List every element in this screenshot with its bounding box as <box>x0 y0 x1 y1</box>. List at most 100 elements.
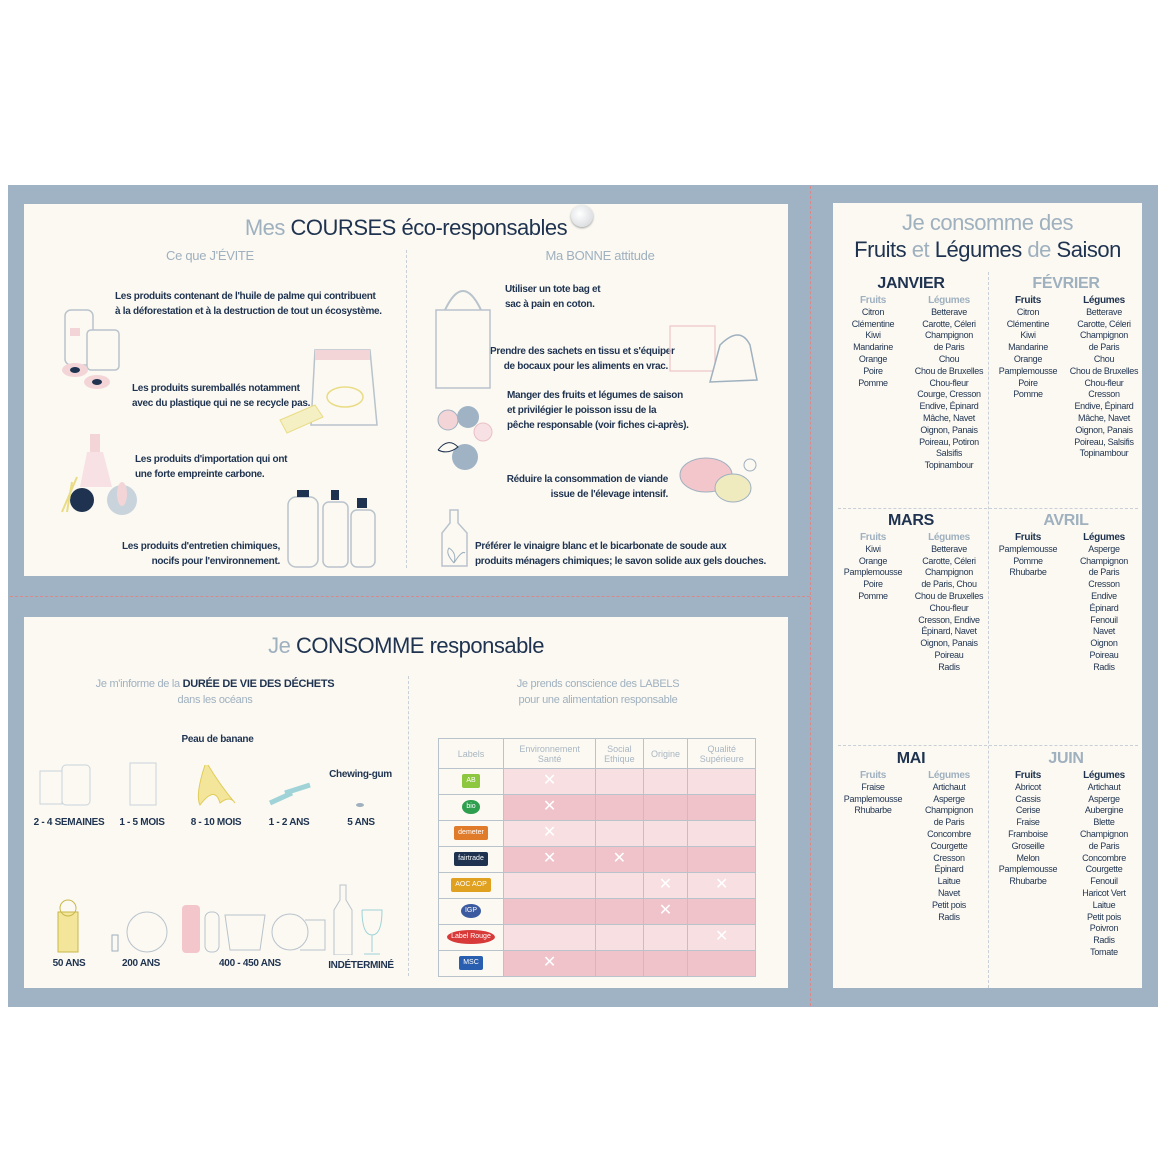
month-name: JUIN <box>1048 750 1084 767</box>
table-header: Social Ethique <box>595 738 644 769</box>
table-row: Label Rouge ✕ <box>438 924 756 951</box>
fruits-item: Clémentine <box>851 318 895 329</box>
fruits-item: Groseille <box>1011 840 1045 851</box>
legumes-item: de Paris <box>933 817 965 828</box>
fruits-item: Pamplemousse <box>998 365 1058 376</box>
empty-cell <box>502 924 597 951</box>
legumes-item: Asperge <box>933 793 965 804</box>
labels-table: Labels Environnement Santé Social Ethique O… <box>438 738 756 977</box>
check-mark-cell: ✕ <box>687 924 756 951</box>
fruits-item: Melon <box>1016 852 1040 863</box>
month-name: JANVIER <box>877 275 945 292</box>
consomme-title: Je CONSOMME responsable <box>24 633 788 659</box>
legumes-item: Radis <box>1093 935 1115 946</box>
fruits-list: Fruits Abricot Cassis Cerise Fraise Framboise… <box>990 770 1066 959</box>
fruits-item: Mandarine <box>853 342 893 353</box>
fruits-item: Citron <box>861 306 885 317</box>
fruits-header: Fruits <box>860 532 886 543</box>
title-part: Fruits <box>854 237 907 262</box>
legumes-item: Fenouil <box>1090 876 1118 887</box>
legumes-item: Asperge <box>1088 543 1120 554</box>
fruits-header: Fruits <box>1015 770 1041 781</box>
fruits-item: Kiwi <box>865 330 881 341</box>
fruits-item: Pomme <box>858 590 888 601</box>
duration-label: 400 - 450 ANS <box>219 958 281 969</box>
label-logo: IGP <box>438 898 504 925</box>
label-logo-badge: Label Rouge <box>447 929 495 944</box>
fruits-item: Kiwi <box>865 543 881 554</box>
duration-label: 5 ANS <box>347 817 375 828</box>
check-mark-cell: ✕ <box>642 872 689 899</box>
empty-cell <box>687 950 756 977</box>
legumes-item: Tomate <box>1090 946 1118 957</box>
cross-icon: ✕ <box>542 850 557 867</box>
empty-cell <box>687 794 756 821</box>
legumes-item: Cresson <box>1088 389 1120 400</box>
legumes-header: Légumes <box>928 770 970 781</box>
legumes-list: Légumes Betterave Carotte, Céleri Champigno… <box>911 532 987 674</box>
gum-label: Chewing-gum <box>329 769 392 780</box>
legumes-item: de Paris <box>933 342 965 353</box>
empty-cell <box>502 872 597 899</box>
month-name: MARS <box>888 512 934 529</box>
fruits-item: Poire <box>863 579 883 590</box>
title-part: de <box>1027 237 1051 262</box>
legumes-item: Champignon <box>924 567 974 578</box>
waste-illustrations-row-1 <box>39 762 364 807</box>
good-item-2: Prendre des sachets en tissu et s'équipe… <box>490 346 675 372</box>
legumes-item: Chou <box>938 353 960 364</box>
avoid-item-4: Les produits d'entretien chimiques, nocif… <box>121 541 280 567</box>
legumes-header: Légumes <box>1083 295 1125 306</box>
legumes-item: Cresson <box>933 852 965 863</box>
legumes-item: Concombre <box>927 828 971 839</box>
table-header: Labels <box>438 738 504 769</box>
check-mark-cell: ✕ <box>502 950 597 977</box>
label-logo: demeter <box>438 820 504 847</box>
check-mark-cell: ✕ <box>502 794 597 821</box>
empty-cell <box>687 768 756 795</box>
waste-title: Je m'informe de la DURÉE DE VIE DES DÉCH… <box>60 676 370 708</box>
table-header: Origine <box>642 738 689 769</box>
empty-cell <box>595 924 644 951</box>
banana-label: Peau de banane <box>181 734 254 745</box>
vinegar-bottle-illustration <box>441 509 468 567</box>
fruits-item: Fraise <box>1016 817 1040 828</box>
punch-hole <box>571 205 593 227</box>
legumes-item: Cresson <box>1088 579 1120 590</box>
check-mark-cell: ✕ <box>687 872 756 899</box>
fruits-item: Abricot <box>1015 781 1041 792</box>
duration-label: INDÉTERMINÉ <box>328 960 394 971</box>
legumes-item: Endive, Épinard <box>919 401 979 412</box>
month-5: JUIN Fruits Abricot Cassis Cerise Fraise Framb… <box>990 750 1142 959</box>
waste-title-dark: DURÉE DE VIE DES DÉCHETS <box>182 678 335 690</box>
check-mark-cell: ✕ <box>502 820 597 847</box>
cross-icon: ✕ <box>542 824 557 841</box>
empty-cell <box>502 898 597 925</box>
empty-cell <box>595 794 644 821</box>
fruits-item: Pomme <box>858 377 888 388</box>
legumes-item: Topinambour <box>1079 448 1129 459</box>
check-mark-cell: ✕ <box>595 846 644 873</box>
legumes-item: Petit pois <box>931 899 967 910</box>
month-0: JANVIER Fruits Citron Clémentine Kiwi Mandari… <box>835 275 987 472</box>
title-part: Légumes <box>934 237 1023 262</box>
fruits-item: Pamplemousse <box>843 567 903 578</box>
legumes-item: Endive, Épinard <box>1074 401 1134 412</box>
cross-icon: ✕ <box>715 928 729 945</box>
table-header: Environnement Santé <box>502 738 597 769</box>
fruits-header: Fruits <box>1015 295 1041 306</box>
legumes-header: Légumes <box>928 532 970 543</box>
label-logo: AOC AOP <box>438 872 504 899</box>
table-row: bio ✕ <box>438 794 756 821</box>
cross-icon: ✕ <box>715 876 729 893</box>
table-row: AB ✕ <box>438 768 756 795</box>
good-item-4: Réduire la consommation de viande issue d… <box>506 474 669 500</box>
table-row: IGP ✕ <box>438 898 756 925</box>
legumes-item: Carotte, Céleri <box>922 318 976 329</box>
legumes-item: de Paris, Chou <box>921 579 977 590</box>
title-part: éco-responsables <box>401 215 568 240</box>
legumes-header: Légumes <box>1083 532 1125 543</box>
courses-title: Mes COURSES éco-responsables <box>24 215 788 241</box>
legumes-item: Carotte, Céleri <box>922 555 976 566</box>
title-part: COURSES <box>290 215 397 240</box>
